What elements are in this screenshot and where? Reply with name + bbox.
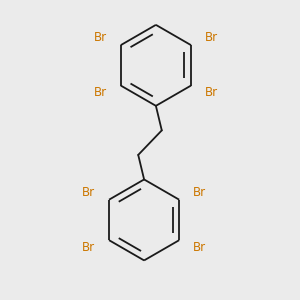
Text: Br: Br xyxy=(193,186,206,199)
Text: Br: Br xyxy=(82,241,95,254)
Text: Br: Br xyxy=(205,31,218,44)
Text: Br: Br xyxy=(82,186,95,199)
Text: Br: Br xyxy=(205,86,218,100)
Text: Br: Br xyxy=(193,241,206,254)
Text: Br: Br xyxy=(94,86,107,100)
Text: Br: Br xyxy=(94,31,107,44)
